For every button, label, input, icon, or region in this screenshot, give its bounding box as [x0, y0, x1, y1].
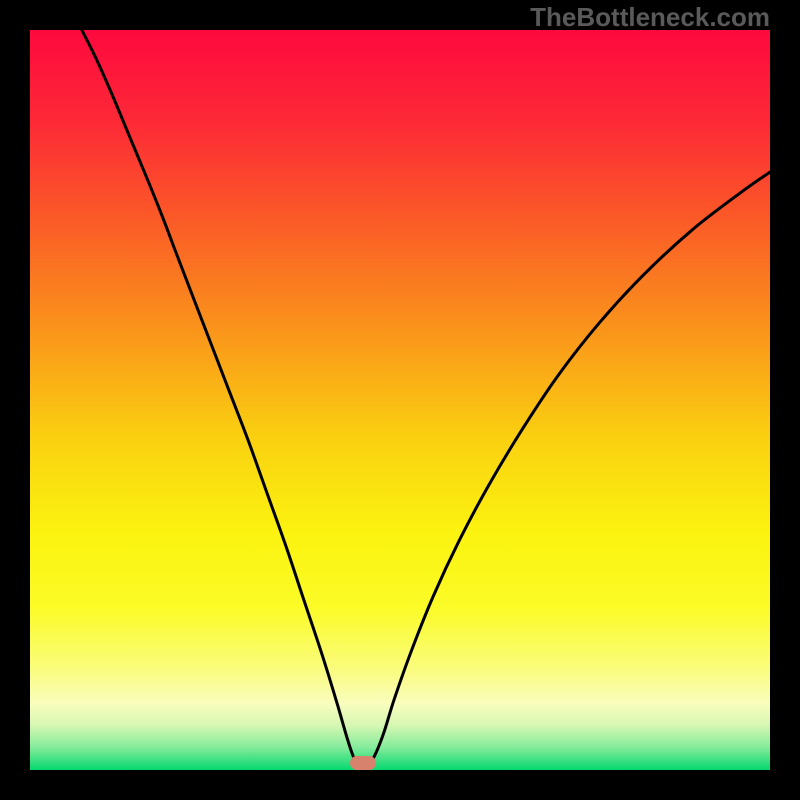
- watermark-text: TheBottleneck.com: [530, 2, 770, 33]
- chart-stage: TheBottleneck.com: [0, 0, 800, 800]
- bottleneck-curve: [82, 30, 770, 767]
- curve-layer: [0, 0, 800, 800]
- optimal-marker: [350, 756, 376, 770]
